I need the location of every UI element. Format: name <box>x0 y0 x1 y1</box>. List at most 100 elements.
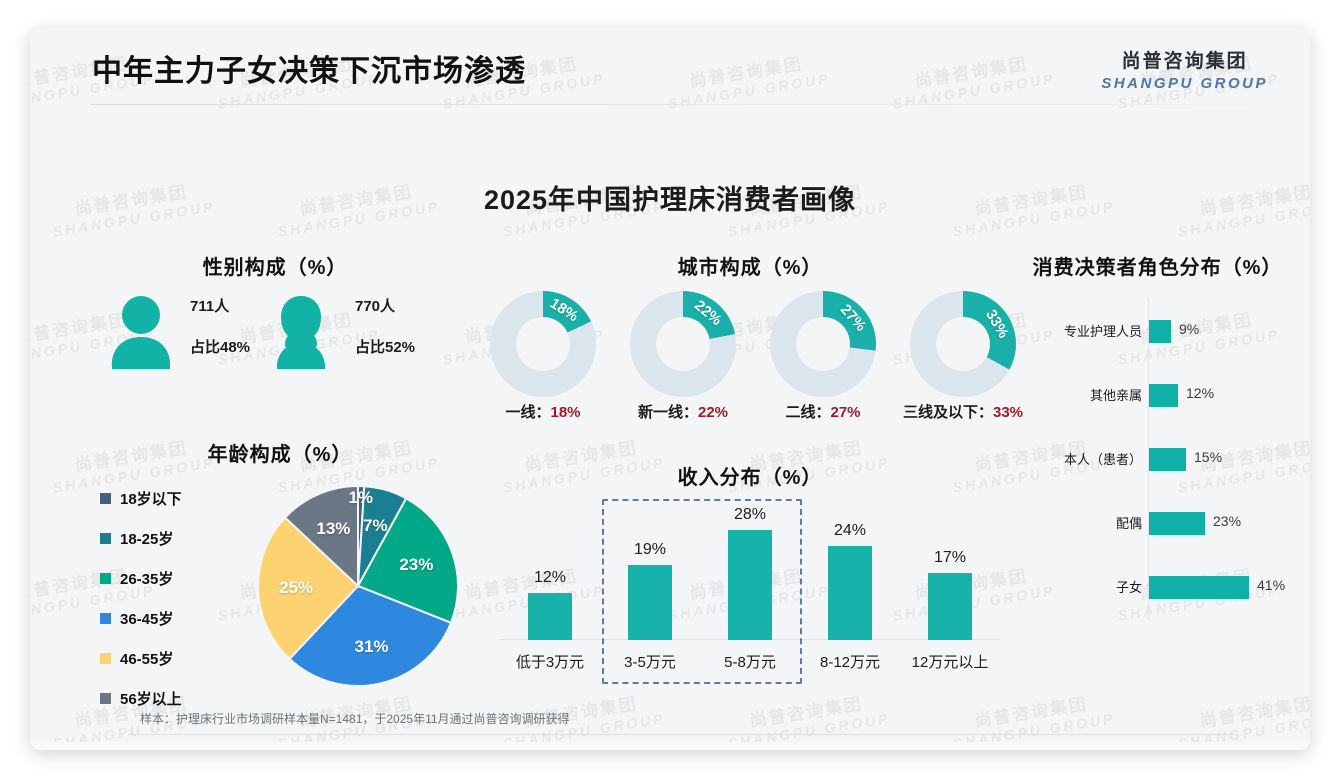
decision-bar-row[interactable]: 本人（患者） 15% <box>1030 444 1285 474</box>
sample-note: 样本：护理床行业市场调研样本量N=1481，于2025年11月通过尚普咨询调研获… <box>140 712 570 726</box>
donut-hole <box>656 317 710 371</box>
donut-hole <box>516 317 570 371</box>
female-silhouette-icon <box>270 293 332 374</box>
city-caption-value: 27% <box>830 404 861 421</box>
legend-swatch-icon <box>100 493 111 504</box>
income-bar-column[interactable] <box>600 565 700 640</box>
male-share: 占比48% <box>190 339 251 356</box>
city-caption-name: 新一线： <box>637 404 698 421</box>
age-section-title: 年龄构成（%） <box>207 444 353 466</box>
city-caption: 二线：27% <box>738 401 908 422</box>
city-caption-value: 22% <box>697 404 729 421</box>
pie-slice-label: 25% <box>279 577 314 597</box>
pie-slice[interactable] <box>356 497 459 625</box>
legend-swatch-icon <box>100 693 111 704</box>
decision-role-section: 消费决策者角色分布（%） 专业护理人员 9% 其他亲属 12% 本人（患者） 15% 配偶 2… <box>1030 243 1285 643</box>
decision-category-label: 专业护理人员 <box>1063 324 1142 339</box>
decision-bar-row[interactable]: 专业护理人员 9% <box>1030 316 1285 346</box>
decision-section-title: 消费决策者角色分布（%） <box>1032 257 1283 279</box>
pie-slice-label: 31% <box>354 636 389 656</box>
male-stats: 711人 占比48% <box>190 295 250 357</box>
age-legend: 18岁以下 18-25岁 26-35岁 36-45岁 46-55岁 56岁以上 <box>100 488 182 728</box>
income-bar[interactable] <box>828 546 872 640</box>
female-share: 占比52% <box>355 339 416 356</box>
income-bar[interactable] <box>728 530 772 640</box>
city-donut[interactable]: 33% <box>910 291 1016 397</box>
income-bar[interactable] <box>528 593 572 640</box>
decision-category-label: 其他亲属 <box>1089 388 1142 403</box>
city-caption-value: 33% <box>992 404 1024 421</box>
age-legend-item[interactable]: 26-35岁 <box>100 568 182 589</box>
pie-slice[interactable] <box>257 516 360 661</box>
income-bar-column[interactable] <box>900 573 1000 640</box>
female-stats: 770人 占比52% <box>355 295 415 357</box>
decision-bar-value: 12% <box>1186 385 1215 401</box>
decision-bar-row[interactable]: 其他亲属 12% <box>1030 380 1285 410</box>
pie-slice[interactable] <box>288 584 453 687</box>
income-bar[interactable] <box>628 565 672 640</box>
decision-bar-chart: 专业护理人员 9% 其他亲属 12% 本人（患者） 15% 配偶 23% 子女 41% <box>1030 298 1285 628</box>
income-bar[interactable] <box>928 573 972 640</box>
decision-axis-line <box>1148 298 1149 620</box>
legend-swatch-icon <box>100 533 111 544</box>
decision-category-label: 本人（患者） <box>1063 452 1142 467</box>
decision-bar-value: 9% <box>1179 321 1200 337</box>
income-bar-column[interactable] <box>500 593 600 640</box>
income-category-label: 低于3万元 <box>515 654 585 671</box>
age-legend-item[interactable]: 36-45岁 <box>100 608 182 629</box>
decision-bar[interactable] <box>1149 512 1205 535</box>
legend-swatch-icon <box>100 613 111 624</box>
note-divider <box>128 734 1238 735</box>
decision-bar-value: 23% <box>1213 513 1242 529</box>
decision-bar-row[interactable]: 子女 41% <box>1030 572 1285 602</box>
income-bar-value: 19% <box>633 541 667 558</box>
header-divider <box>90 104 1250 105</box>
city-caption: 新一线：22% <box>598 401 768 422</box>
decision-bar-value: 41% <box>1257 577 1286 593</box>
income-category-label: 5-8万元 <box>724 654 776 671</box>
pie-slice-label: 7% <box>363 516 388 536</box>
income-bar-column[interactable] <box>700 530 800 640</box>
city-donut[interactable]: 27% <box>770 291 876 397</box>
header: 中年主力子女决策下沉市场渗透 尚普咨询集团 SHANGPU GROUP <box>30 28 1310 106</box>
income-category-label: 3-5万元 <box>624 654 676 671</box>
decision-bar-value: 15% <box>1194 449 1223 465</box>
income-distribution-section: 收入分布（%） 12% 低于3万元 19% 3-5万元 28% 5-8万元 24% 8-12万… <box>470 453 1030 688</box>
income-bar-column[interactable] <box>800 546 900 640</box>
city-donut[interactable]: 22% <box>630 291 736 397</box>
main-title: 2025年中国护理床消费者画像 <box>483 185 857 215</box>
legend-swatch-icon <box>100 573 111 584</box>
income-category-label: 8-12万元 <box>819 654 881 671</box>
male-silhouette-icon <box>110 293 172 374</box>
city-caption-name: 一线： <box>505 404 551 421</box>
income-category-label: 12万元以上 <box>911 654 989 671</box>
income-section-title: 收入分布（%） <box>677 467 823 489</box>
income-bar-value: 17% <box>933 549 967 566</box>
footer-bar: ©2026.1 SHANGPU GROUP www.shangpu-china.… <box>30 742 1310 750</box>
age-legend-item[interactable]: 18岁以下 <box>100 488 182 509</box>
age-legend-label: 36-45岁 <box>120 611 174 628</box>
age-legend-label: 18-25岁 <box>120 531 174 548</box>
page-title: 中年主力子女决策下沉市场渗透 <box>92 55 526 88</box>
age-legend-item[interactable]: 46-55岁 <box>100 648 182 669</box>
income-bar-value: 24% <box>833 522 867 539</box>
age-legend-item[interactable]: 18-25岁 <box>100 528 182 549</box>
age-pie-chart: 1% 7% 23% 31% 25% 13% <box>257 484 459 687</box>
age-legend-label: 56岁以上 <box>120 691 182 708</box>
city-donut[interactable]: 18% <box>490 291 596 397</box>
decision-bar[interactable] <box>1149 384 1178 407</box>
city-section-title: 城市构成（%） <box>677 257 823 279</box>
decision-bar-row[interactable]: 配偶 23% <box>1030 508 1285 538</box>
donut-hole <box>796 317 850 371</box>
pie-slice[interactable] <box>283 484 359 589</box>
pie-slice-label: 13% <box>316 519 351 539</box>
age-legend-item[interactable]: 56岁以上 <box>100 688 182 709</box>
decision-category-label: 子女 <box>1115 580 1142 595</box>
decision-bar[interactable] <box>1149 576 1249 599</box>
decision-bar[interactable] <box>1149 448 1186 471</box>
city-caption: 一线：18% <box>458 401 628 422</box>
decision-bar[interactable] <box>1149 320 1171 343</box>
decision-category-label: 配偶 <box>1115 516 1142 531</box>
